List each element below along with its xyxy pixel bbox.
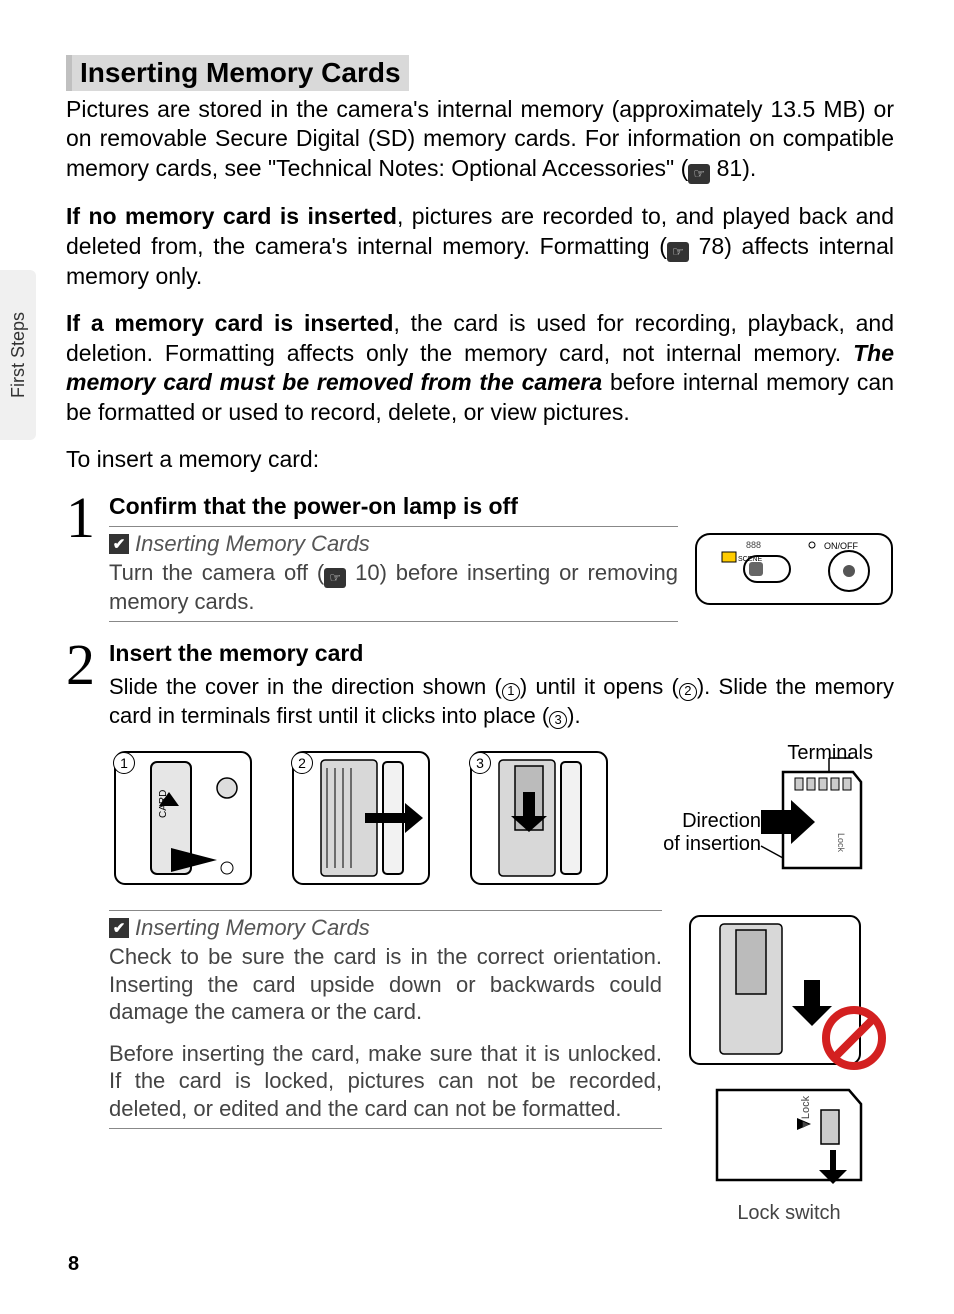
- svg-text:SCENE: SCENE: [738, 556, 762, 563]
- circled-1: 1: [502, 683, 520, 701]
- camera-top-diagram: ON/OFF 888 SCENE: [694, 526, 894, 612]
- side-tab: First Steps: [0, 270, 36, 440]
- step-1-note: ✔ Inserting Memory Cards Turn the camera…: [109, 526, 678, 623]
- diagram-row: 1 CARD 2: [109, 748, 894, 888]
- step-1: 1 Confirm that the power-on lamp is off …: [66, 493, 894, 623]
- step-2-title: Insert the memory card: [109, 640, 894, 667]
- check-icon: ✔: [109, 918, 129, 938]
- svg-text:ON/OFF: ON/OFF: [824, 541, 858, 551]
- diagram-slide-cover: 1 CARD: [109, 748, 257, 888]
- note2-p1: Check to be sure the card is in the corr…: [109, 943, 662, 1026]
- step-2-text: Slide the cover in the direction shown (…: [109, 673, 894, 730]
- terminals-label: Terminals: [787, 742, 873, 765]
- bottom-diagrams: ▼Lock Lock switch: [684, 910, 894, 1225]
- lock-switch-label: Lock switch: [737, 1202, 840, 1225]
- note-text: Turn the camera off (☞ 10) before insert…: [109, 559, 678, 616]
- step-number: 2: [66, 640, 95, 689]
- step-2: 2 Insert the memory card Slide the cover…: [66, 640, 894, 1225]
- to-insert-text: To insert a memory card:: [66, 445, 894, 474]
- page-ref-icon: ☞: [324, 568, 346, 588]
- no-card-paragraph: If no memory card is inserted, pictures …: [66, 202, 894, 291]
- step-1-title: Confirm that the power-on lamp is off: [109, 493, 894, 520]
- circled-3: 3: [549, 711, 567, 729]
- direction-label: Direction of insertion: [641, 810, 761, 856]
- svg-text:Lock: Lock: [836, 833, 846, 853]
- side-tab-label: First Steps: [8, 312, 29, 398]
- lock-text: ▼Lock: [800, 1096, 812, 1131]
- page-ref-icon: ☞: [688, 164, 710, 184]
- note2-p2: Before inserting the card, make sure tha…: [109, 1040, 662, 1123]
- page-content: Inserting Memory Cards Pictures are stor…: [0, 0, 954, 1273]
- step-number: 1: [66, 493, 95, 542]
- page-number: 8: [68, 1253, 79, 1276]
- circled-2: 2: [679, 683, 697, 701]
- step-2-note: ✔ Inserting Memory Cards Check to be sur…: [109, 910, 662, 1129]
- wrong-orientation-diagram: [684, 910, 894, 1070]
- check-icon: ✔: [109, 534, 129, 554]
- note-title: Inserting Memory Cards: [135, 531, 370, 557]
- note-title: Inserting Memory Cards: [135, 915, 370, 941]
- diagram-sd-orientation: Terminals Direction of insertion: [643, 748, 873, 888]
- svg-text:888: 888: [746, 540, 761, 550]
- page-ref-icon: ☞: [667, 242, 689, 262]
- intro-paragraph: Pictures are stored in the camera's inte…: [66, 95, 894, 184]
- diagram-open-cover: 2: [287, 748, 435, 888]
- diagram-insert-card: 3: [465, 748, 613, 888]
- card-inserted-paragraph: If a memory card is inserted, the card i…: [66, 309, 894, 427]
- lock-switch-diagram: ▼Lock: [709, 1080, 869, 1190]
- page-heading: Inserting Memory Cards: [66, 55, 409, 91]
